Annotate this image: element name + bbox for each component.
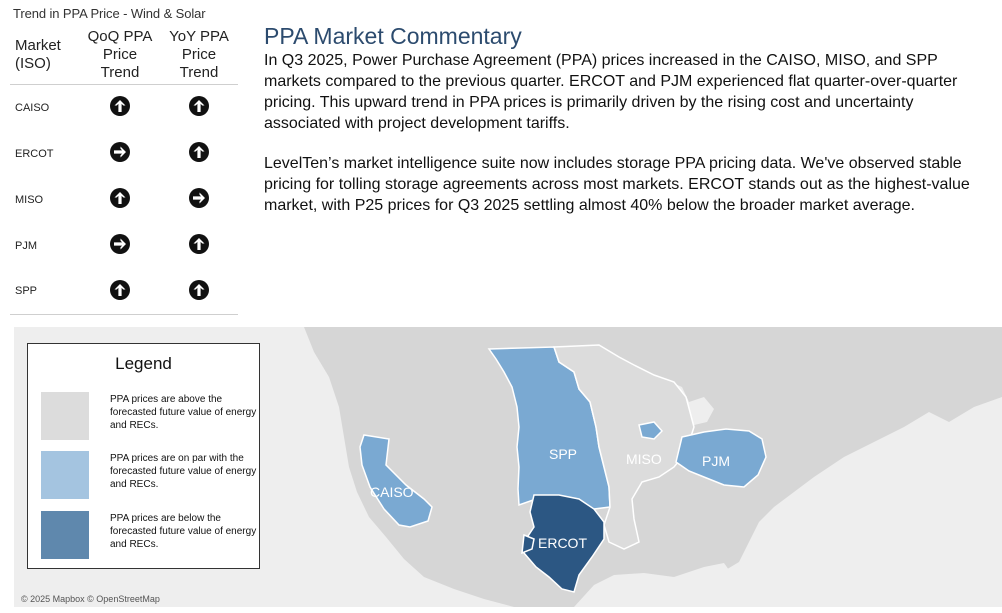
yoy-trend-cell bbox=[160, 177, 238, 223]
map-attribution[interactable]: © 2025 Mapbox © OpenStreetMap bbox=[21, 594, 160, 604]
header-line: Market bbox=[15, 37, 61, 54]
up-arrow-icon bbox=[110, 188, 130, 208]
trend-table-header-row: Market (ISO) QoQ PPA Price Trend YoY PPA… bbox=[10, 28, 238, 85]
right-arrow-icon bbox=[110, 142, 130, 162]
up-arrow-icon bbox=[110, 279, 130, 300]
trend-row-miso[interactable]: MISO bbox=[10, 177, 238, 223]
up-arrow-icon bbox=[189, 234, 209, 254]
header-line: Price bbox=[102, 46, 138, 63]
legend-item-below: PPA prices are below the forecasted futu… bbox=[41, 511, 256, 561]
header-line: Trend bbox=[179, 64, 219, 81]
up-arrow-icon bbox=[110, 96, 130, 117]
legend-swatch-par bbox=[41, 451, 89, 499]
trend-table: Market (ISO) QoQ PPA Price Trend YoY PPA… bbox=[10, 28, 238, 315]
column-header-qoq[interactable]: QoQ PPA Price Trend bbox=[80, 28, 160, 85]
trend-panel: Trend in PPA Price - Wind & Solar Market… bbox=[10, 6, 238, 315]
map-label-spp: SPP bbox=[549, 446, 577, 462]
region-pjm[interactable] bbox=[675, 428, 767, 488]
trend-row-spp[interactable]: SPP bbox=[10, 268, 238, 315]
map-label-ercot: ERCOT bbox=[538, 535, 587, 551]
market-name: ERCOT bbox=[15, 147, 54, 160]
up-arrow-icon bbox=[189, 279, 209, 300]
map-legend: Legend PPA prices are above the forecast… bbox=[27, 343, 260, 569]
legend-title: Legend bbox=[115, 354, 172, 373]
right-arrow-icon bbox=[110, 234, 130, 254]
market-name: MISO bbox=[15, 193, 44, 206]
market-name: CAISO bbox=[15, 101, 50, 114]
legend-swatch-below bbox=[41, 511, 89, 559]
up-arrow-icon bbox=[189, 142, 209, 162]
region-caiso[interactable] bbox=[359, 434, 433, 528]
trend-row-ercot[interactable]: ERCOT bbox=[10, 131, 238, 177]
map-label-pjm: PJM bbox=[702, 453, 730, 469]
commentary-paragraph-1: In Q3 2025, Power Purchase Agreement (PP… bbox=[264, 52, 958, 132]
up-arrow-icon bbox=[189, 96, 209, 117]
trend-row-pjm[interactable]: PJM bbox=[10, 223, 238, 269]
header-line: Trend bbox=[100, 64, 140, 81]
right-arrow-icon bbox=[189, 188, 209, 208]
legend-item-par: PPA prices are on par with the forecaste… bbox=[41, 451, 256, 501]
column-header-yoy[interactable]: YoY PPA Price Trend bbox=[160, 28, 238, 85]
map-label-caiso: CAISO bbox=[370, 484, 414, 500]
legend-text-par: PPA prices are on par with the forecaste… bbox=[110, 453, 257, 490]
qoq-trend-cell bbox=[80, 223, 160, 269]
map-label-miso: MISO bbox=[626, 451, 662, 467]
market-name: SPP bbox=[10, 268, 80, 315]
gulf-water bbox=[574, 563, 734, 607]
map-canvas[interactable]: CAISO SPP MISO PJM ERCOT bbox=[14, 327, 1002, 607]
commentary-panel: PPA Market Commentary In Q3 2025, Power … bbox=[264, 22, 989, 216]
qoq-trend-cell bbox=[80, 85, 160, 131]
header-line: (ISO) bbox=[15, 55, 51, 72]
region-ercot[interactable] bbox=[523, 494, 605, 593]
yoy-trend-cell bbox=[160, 268, 238, 315]
region-pjm-north[interactable] bbox=[638, 421, 664, 440]
qoq-trend-cell bbox=[80, 131, 160, 177]
legend-swatch-above bbox=[41, 392, 89, 440]
yoy-trend-cell bbox=[160, 85, 238, 131]
commentary-paragraph-2: LevelTen’s market intelligence suite now… bbox=[264, 155, 970, 214]
header-line: YoY PPA bbox=[169, 28, 229, 45]
yoy-trend-cell bbox=[160, 223, 238, 269]
region-ercot-panhandle[interactable] bbox=[521, 533, 535, 555]
legend-text-below: PPA prices are below the forecasted futu… bbox=[110, 513, 257, 550]
trend-table-title: Trend in PPA Price - Wind & Solar bbox=[13, 6, 206, 21]
region-miso[interactable] bbox=[552, 344, 695, 550]
legend-text-above: PPA prices are above the forecasted futu… bbox=[110, 394, 257, 431]
legend-item-above: PPA prices are above the forecasted futu… bbox=[41, 392, 256, 442]
market-name: PJM bbox=[15, 239, 37, 252]
iso-map[interactable]: CAISO SPP MISO PJM ERCOT Legend PPA pric… bbox=[14, 327, 1002, 607]
trend-row-caiso[interactable]: CAISO bbox=[10, 85, 238, 131]
header-line: QoQ PPA bbox=[87, 28, 153, 45]
column-header-market[interactable]: Market (ISO) bbox=[10, 28, 80, 85]
header-line: Price bbox=[181, 46, 217, 63]
commentary-title: PPA Market Commentary bbox=[264, 23, 522, 49]
qoq-trend-cell bbox=[80, 268, 160, 315]
yoy-trend-cell bbox=[160, 131, 238, 177]
qoq-trend-cell bbox=[80, 177, 160, 223]
